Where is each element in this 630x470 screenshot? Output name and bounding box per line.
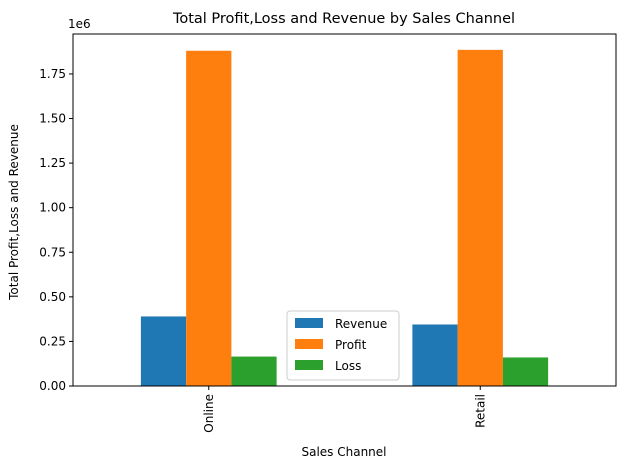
legend-label-profit: Profit [335,338,367,352]
legend-swatch-loss [295,360,323,370]
chart-title: Total Profit,Loss and Revenue by Sales C… [172,11,515,27]
y-tick-label: 0.00 [39,379,66,393]
bars-group [140,49,549,387]
legend-label-loss: Loss [335,359,361,373]
bar-revenue-retail [412,324,458,386]
bar-profit-retail [457,49,503,387]
y-tick-label: 0.25 [39,334,66,348]
legend: Revenue Profit Loss [286,310,400,381]
y-tick-label: 0.75 [39,245,66,259]
bar-loss-retail [502,357,549,386]
legend-label-revenue: Revenue [335,317,387,331]
y-tick-label: 1.00 [39,201,66,215]
bar-loss-online [231,356,277,386]
y-tick-label: 1.75 [39,67,66,81]
y-tick-label: 0.50 [39,290,66,304]
plot-frame [72,33,617,387]
legend-swatch-profit [295,339,323,349]
legend-swatch-revenue [295,318,323,328]
bar-revenue-online [140,316,187,386]
y-offset-label: 1e6 [68,17,91,31]
y-tick-label: 1.50 [39,112,66,126]
y-tick-label: 1.25 [39,156,66,170]
y-axis-label: Total Profit,Loss and Revenue [7,124,21,301]
x-tick-label: Online [202,394,216,433]
bar-profit-online [186,50,232,387]
x-tick-label: Retail [473,394,487,428]
y-axis: 0.00 0.25 0.50 0.75 1.00 1.25 1.50 1.75 [39,67,73,393]
x-axis-label: Sales Channel [301,445,386,459]
x-axis: Online Retail [202,386,487,433]
